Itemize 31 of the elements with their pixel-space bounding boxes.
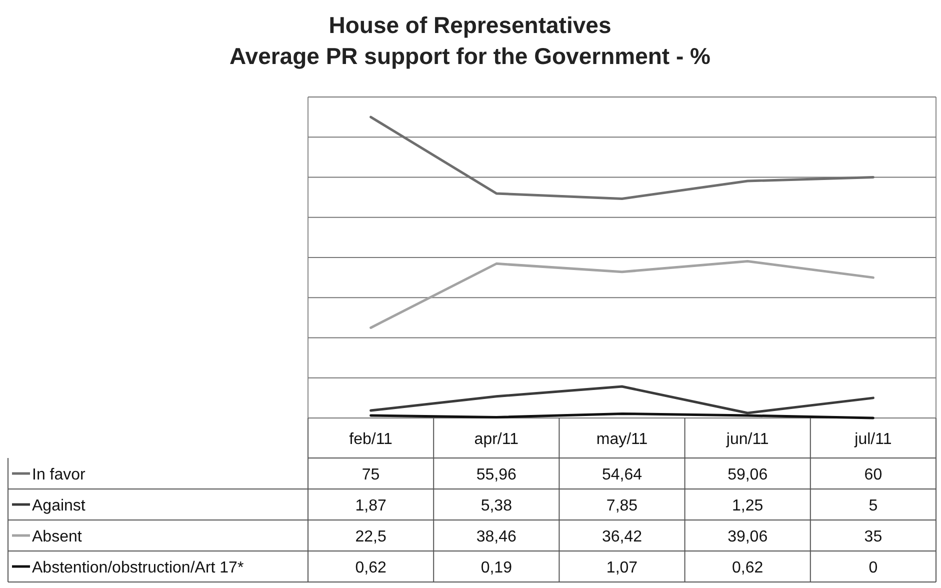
data-label: 54,64	[602, 466, 642, 484]
data-label: 55,96	[476, 466, 517, 484]
data-label: 7,85	[606, 498, 638, 514]
legend-label: Against	[32, 498, 86, 514]
data-label: 59,06	[728, 466, 768, 484]
legend-label: In favor	[32, 466, 86, 484]
x-tick-label: jun/11	[725, 431, 769, 448]
chart-title: House of Representatives	[328, 12, 612, 38]
legend-label: Absent	[32, 528, 82, 546]
data-label: 1,07	[606, 560, 638, 576]
x-tick-label: jul/11	[854, 431, 892, 448]
data-label: 0,19	[480, 560, 512, 576]
x-tick-label: feb/11	[349, 431, 393, 448]
data-label: 38,46	[476, 528, 517, 546]
data-label: 39,06	[728, 528, 768, 546]
data-label: 5,38	[480, 498, 512, 514]
chart-subtitle: Average PR support for the Government - %	[230, 43, 710, 69]
data-label: 1,87	[355, 498, 386, 514]
data-label: 0,62	[355, 560, 386, 576]
x-tick-label: may/11	[596, 431, 648, 448]
data-label: 35	[864, 528, 882, 546]
x-tick-label: apr/11	[474, 431, 519, 448]
data-label: 22,5	[355, 528, 386, 546]
data-label: 5	[868, 498, 878, 514]
legend-label: Abstention/obstruction/Art 17*	[32, 560, 244, 576]
data-label: 0	[868, 560, 878, 576]
data-label: 60	[864, 466, 882, 484]
data-label: 36,42	[602, 528, 642, 546]
data-label: 0,62	[732, 560, 764, 576]
data-label: 75	[362, 466, 380, 484]
data-label: 1,25	[732, 498, 764, 514]
